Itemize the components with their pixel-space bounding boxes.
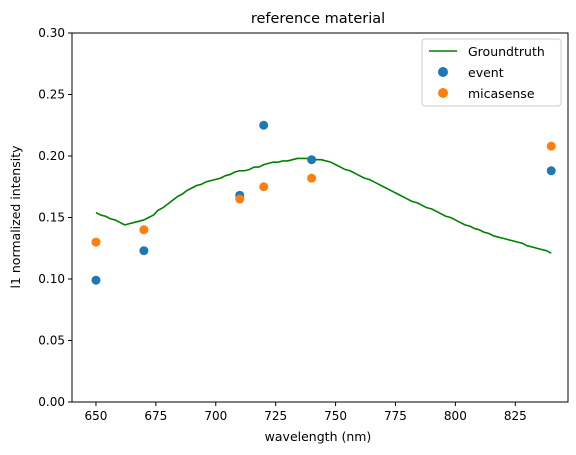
- legend: Groundtruth event micasense: [421, 38, 562, 107]
- x-axis-label: wavelength (nm): [265, 429, 372, 444]
- legend-event-label: event: [468, 65, 504, 80]
- x-tick-label: 825: [504, 409, 527, 423]
- event-point: [91, 275, 101, 285]
- y-tick-label: 0.15: [38, 211, 65, 225]
- micasense-point: [91, 237, 101, 247]
- legend-micasense-swatch: [438, 88, 448, 98]
- micasense-point: [546, 141, 556, 151]
- micasense-point: [307, 173, 317, 183]
- y-tick-label: 0.20: [38, 149, 65, 163]
- x-axis: 650 675 700 725 750 775 800 825: [85, 402, 527, 423]
- y-tick-label: 0.05: [38, 334, 65, 348]
- y-axis: 0.00 0.05 0.10 0.15 0.20 0.25 0.30: [38, 26, 72, 409]
- legend-micasense-label: micasense: [468, 86, 535, 101]
- legend-box: [421, 38, 562, 107]
- event-point: [307, 155, 317, 165]
- event-point: [546, 166, 556, 176]
- groundtruth-line: [95, 157, 552, 254]
- micasense-point: [235, 194, 245, 204]
- x-tick-label: 775: [384, 409, 407, 423]
- micasense-point: [139, 225, 149, 235]
- event-point: [259, 120, 269, 130]
- y-tick-label: 0.30: [38, 26, 65, 40]
- x-tick-label: 650: [85, 409, 108, 423]
- micasense-point: [259, 182, 269, 192]
- x-tick-label: 750: [324, 409, 347, 423]
- y-tick-label: 0.10: [38, 272, 65, 286]
- y-tick-label: 0.00: [38, 395, 65, 409]
- chart-title: reference material: [251, 11, 385, 27]
- legend-event-swatch: [438, 67, 448, 77]
- y-axis-label: l1 normalized intensity: [8, 145, 23, 289]
- x-tick-label: 700: [204, 409, 227, 423]
- legend-groundtruth-label: Groundtruth: [468, 44, 545, 59]
- y-tick-label: 0.25: [38, 88, 65, 102]
- event-point: [139, 246, 149, 256]
- x-tick-label: 800: [444, 409, 467, 423]
- series-layer: [91, 120, 556, 285]
- x-tick-label: 725: [264, 409, 287, 423]
- x-tick-label: 675: [144, 409, 167, 423]
